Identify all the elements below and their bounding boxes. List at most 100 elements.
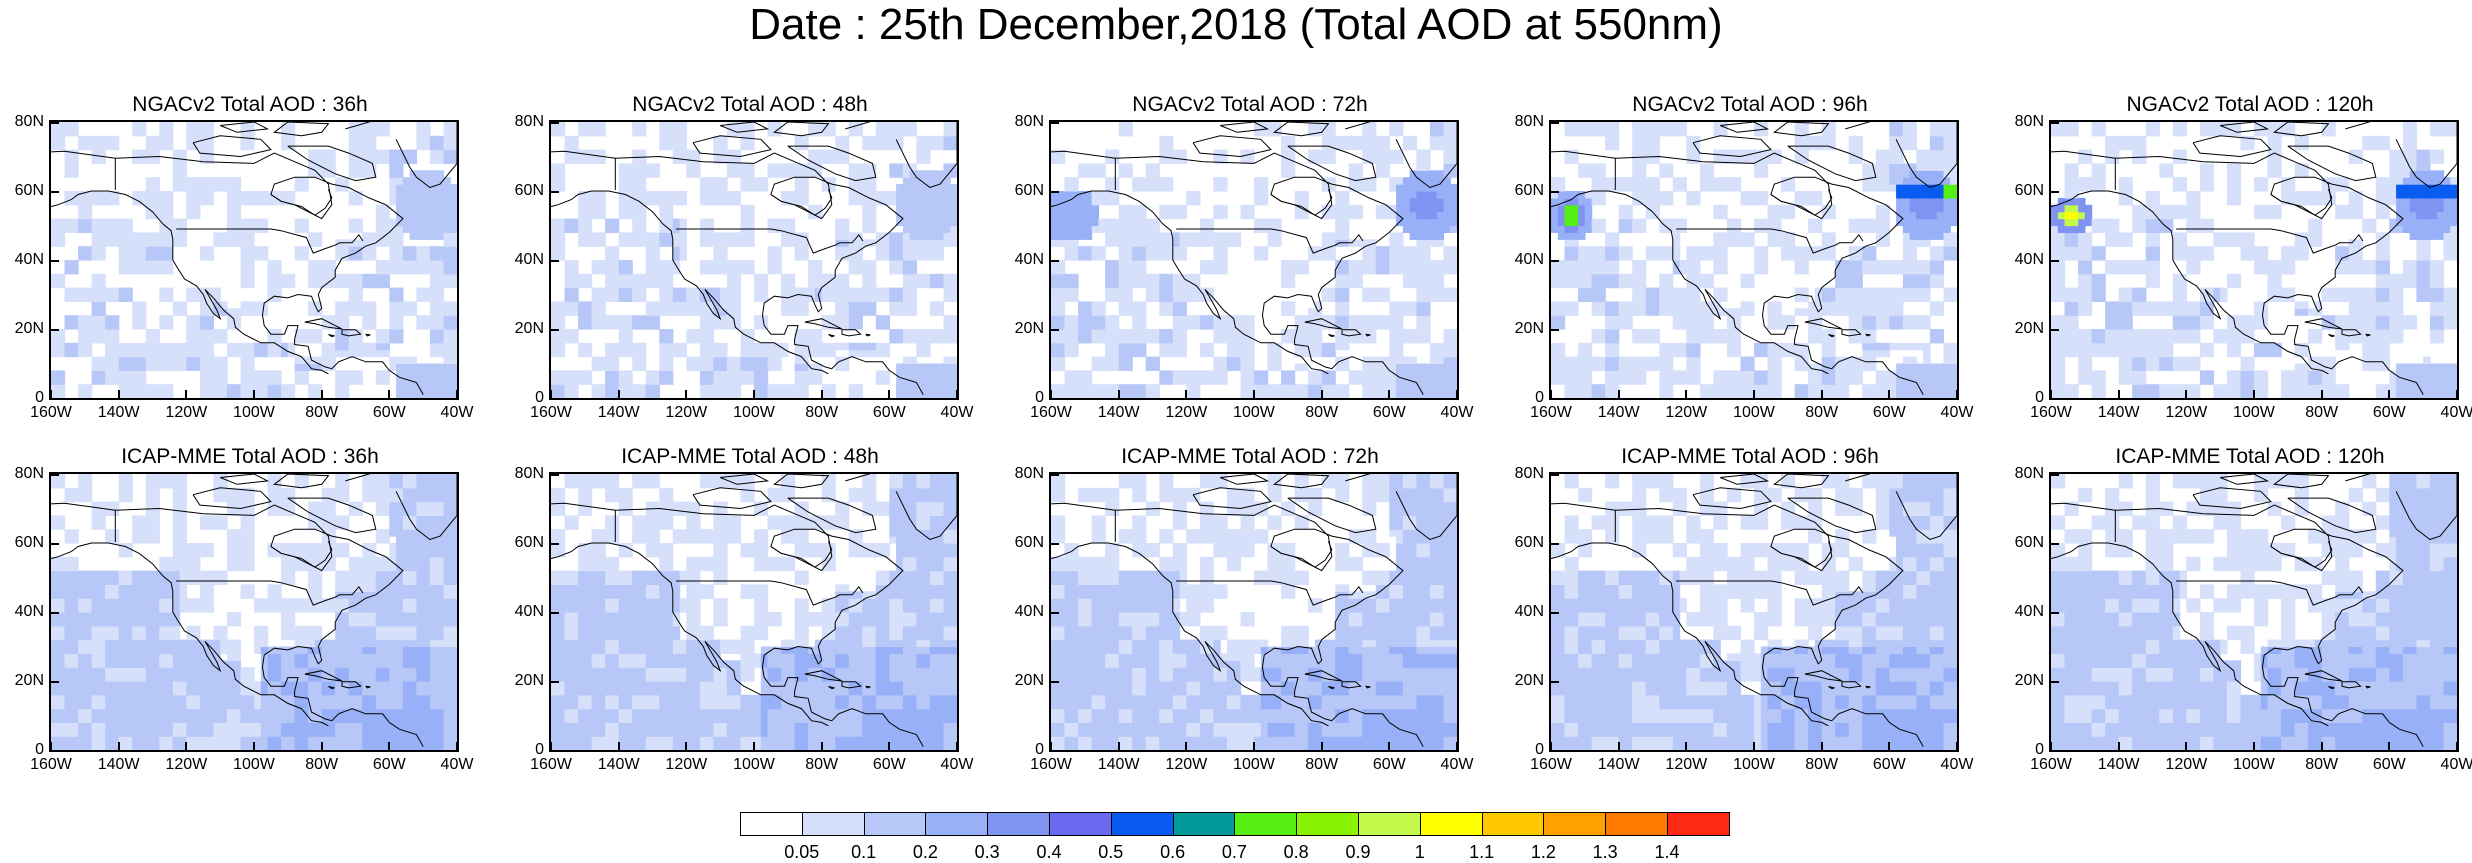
latitude-label: 20N (1500, 320, 1544, 338)
latitude-label: 40N (0, 251, 44, 269)
x-tick (1685, 390, 1687, 398)
x-tick (888, 742, 890, 750)
x-tick (388, 390, 390, 398)
longitude-label: 60W (2359, 756, 2419, 774)
aod-map (1049, 472, 1459, 752)
x-tick (1821, 742, 1823, 750)
y-tick (1051, 474, 1059, 476)
longitude-label: 120W (656, 404, 716, 422)
x-tick (2456, 390, 2458, 398)
longitude-label: 120W (1656, 756, 1716, 774)
island-outline (842, 330, 861, 336)
longitude-label: 120W (1156, 756, 1216, 774)
y-tick (1051, 191, 1059, 193)
x-tick (2388, 742, 2390, 750)
longitude-label: 40W (2427, 756, 2472, 774)
longitude-label: 120W (2156, 756, 2216, 774)
latitude-label: 60N (0, 182, 44, 200)
longitude-label: 160W (2021, 756, 2081, 774)
x-tick (1956, 390, 1958, 398)
y-tick (1051, 681, 1059, 683)
latitude-label: 60N (1000, 534, 1044, 552)
x-tick (1388, 390, 1390, 398)
x-tick (1253, 742, 1255, 750)
colorbar-label: 0.05 (777, 842, 827, 863)
island-outline (2328, 335, 2334, 337)
island-outline (1328, 335, 1334, 337)
latitude-label: 20N (1500, 672, 1544, 690)
longitude-label: 80W (292, 404, 352, 422)
x-tick (956, 390, 958, 398)
y-tick (2051, 122, 2059, 124)
island-outline (2193, 136, 2271, 157)
latitude-label: 60N (2000, 182, 2044, 200)
latitude-label: 80N (2000, 113, 2044, 131)
longitude-label: 60W (859, 404, 919, 422)
x-tick (1753, 742, 1755, 750)
longitude-label: 100W (224, 756, 284, 774)
y-tick (1051, 122, 1059, 124)
x-tick (2185, 390, 2187, 398)
y-tick (1551, 474, 1559, 476)
colorbar-label: 0.9 (1333, 842, 1383, 863)
latitude-label: 80N (1000, 113, 1044, 131)
island-outline (1366, 334, 1371, 336)
colorbar-swatch (1111, 812, 1174, 836)
longitude-label: 60W (1359, 756, 1419, 774)
latitude-label: 60N (500, 534, 544, 552)
aod-map (2049, 120, 2459, 400)
aod-field (1051, 122, 1457, 398)
y-tick (551, 260, 559, 262)
longitude-label: 100W (724, 404, 784, 422)
y-tick (1551, 681, 1559, 683)
latitude-label: 60N (1500, 182, 1544, 200)
colorbar-swatch (1482, 812, 1545, 836)
panel-title: NGACv2 Total AOD : 120h (2000, 90, 2472, 120)
colorbar-swatch (1543, 812, 1606, 836)
y-tick (551, 750, 559, 752)
x-tick (1321, 390, 1323, 398)
x-tick (888, 390, 890, 398)
y-tick (551, 474, 559, 476)
longitude-label: 40W (1427, 756, 1487, 774)
x-tick (753, 742, 755, 750)
colorbar-label: 0.1 (839, 842, 889, 863)
longitude-label: 140W (2089, 404, 2149, 422)
panel-title: NGACv2 Total AOD : 72h (1000, 90, 1500, 120)
latitude-label: 20N (500, 672, 544, 690)
y-tick (551, 543, 559, 545)
y-tick (1551, 612, 1559, 614)
island-outline (366, 334, 371, 336)
y-tick (2051, 474, 2059, 476)
y-tick (551, 398, 559, 400)
x-tick (1050, 742, 1052, 750)
x-tick (550, 390, 552, 398)
longitude-label: 160W (1021, 404, 1081, 422)
longitude-label: 100W (1724, 404, 1784, 422)
longitude-label: 100W (224, 404, 284, 422)
aod-field (551, 122, 957, 398)
x-tick (1618, 390, 1620, 398)
x-tick (2321, 390, 2323, 398)
y-tick (51, 681, 59, 683)
x-tick (618, 390, 620, 398)
colorbar-swatch (925, 812, 988, 836)
aod-field (551, 474, 957, 750)
x-tick (2118, 742, 2120, 750)
x-tick (2050, 390, 2052, 398)
latitude-label: 60N (1500, 534, 1544, 552)
aod-map (549, 472, 959, 752)
x-tick (1118, 390, 1120, 398)
longitude-label: 80W (1792, 404, 1852, 422)
y-tick (51, 329, 59, 331)
y-tick (1051, 260, 1059, 262)
latitude-label: 80N (1500, 113, 1544, 131)
y-tick (2051, 612, 2059, 614)
x-tick (821, 390, 823, 398)
longitude-label: 80W (1792, 756, 1852, 774)
